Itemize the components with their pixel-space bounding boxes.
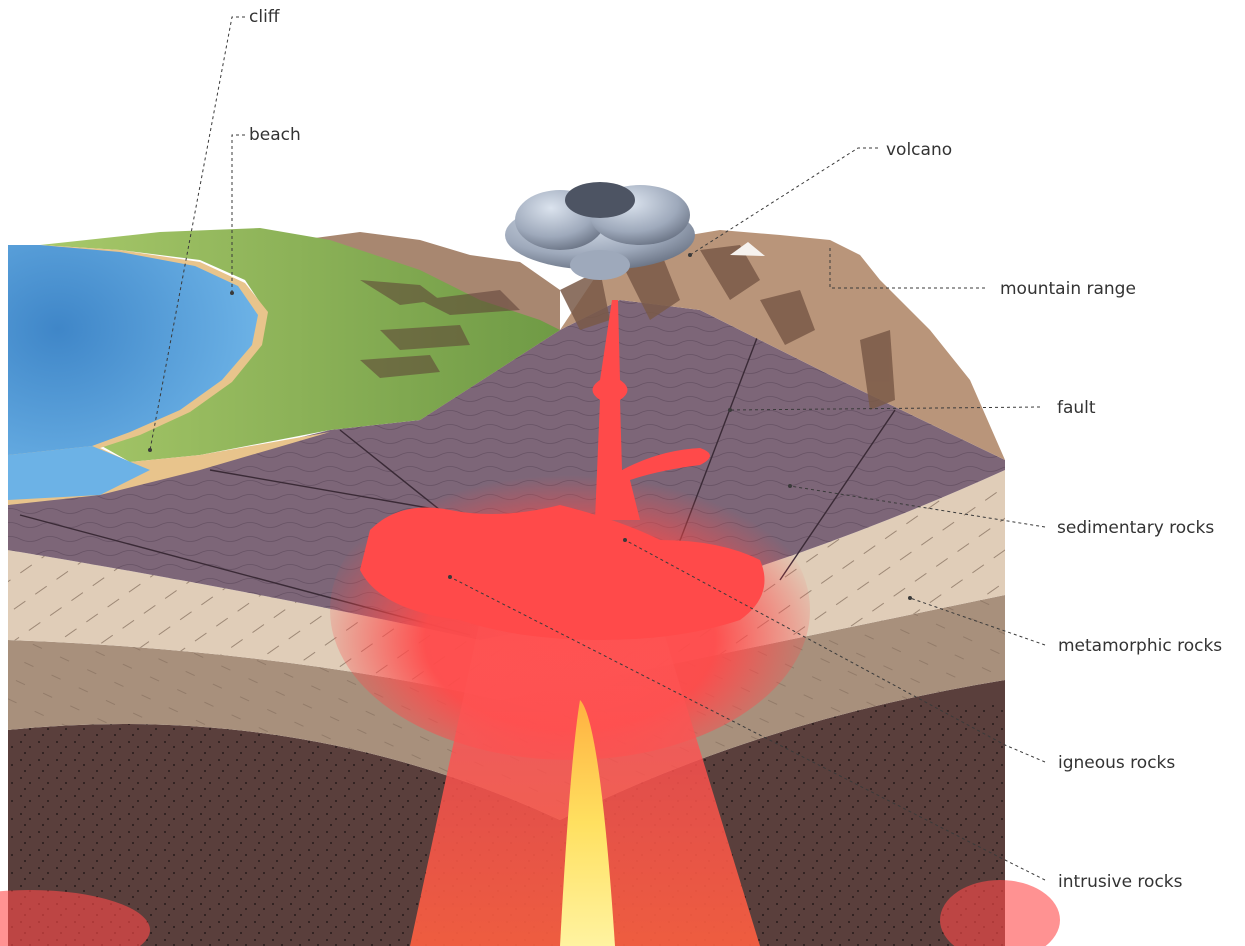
label-mountain-range: mountain range	[1000, 279, 1136, 299]
grass-hill-shading	[360, 280, 520, 378]
snow-cap	[730, 242, 765, 256]
label-sedimentary-rocks: sedimentary rocks	[1057, 518, 1214, 538]
volcanic-conduit	[592, 300, 710, 520]
label-volcano: volcano	[886, 140, 952, 160]
label-beach: beach	[249, 125, 301, 145]
magma-core	[560, 700, 615, 946]
label-igneous-rocks: igneous rocks	[1058, 753, 1175, 773]
label-fault: fault	[1057, 398, 1096, 418]
deep-glow-left	[0, 890, 150, 946]
ash-cloud	[505, 182, 695, 280]
label-metamorphic-rocks: metamorphic rocks	[1058, 636, 1222, 656]
grassland	[40, 228, 560, 462]
label-intrusive-rocks: intrusive rocks	[1058, 872, 1183, 892]
sea-front	[8, 446, 150, 500]
magma-chamber	[360, 505, 765, 640]
label-cliff: cliff	[249, 7, 281, 27]
deep-glow-right	[940, 880, 1060, 946]
sea	[8, 245, 258, 455]
leader-lines	[148, 16, 1046, 881]
